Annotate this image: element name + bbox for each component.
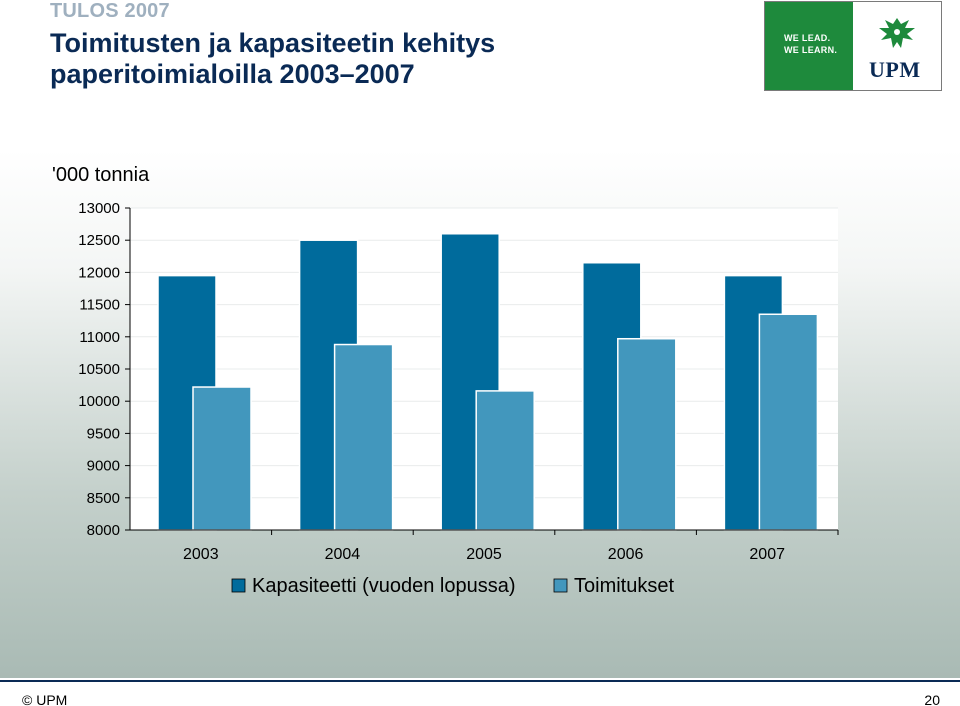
y-tick-label: 9000 bbox=[87, 458, 120, 475]
bar-chart: 13000 12500 12000 11500 11000 10500 10000 9500 9… bbox=[78, 200, 839, 597]
legend-layer: Kapasiteetti (vuoden lopussa) Toimitukset bbox=[231, 575, 674, 597]
logo-slogan-line1: WE LEAD. bbox=[784, 33, 831, 43]
x-tick-label: 2005 bbox=[466, 546, 502, 563]
logo-green-block: WE LEAD. WE LEARN. bbox=[765, 2, 853, 90]
logo-wordmark: UPM bbox=[869, 57, 921, 82]
logo-slogan-line2: WE LEARN. bbox=[784, 45, 838, 55]
y-tick-label: 11000 bbox=[79, 329, 120, 346]
y-tick-label: 8500 bbox=[87, 490, 120, 507]
logo-slogan: WE LEAD. WE LEARN. bbox=[784, 32, 837, 56]
upm-logo: WE LEAD. WE LEARN. UPM bbox=[764, 1, 942, 91]
y-tick-label: 11500 bbox=[79, 297, 120, 314]
footer-divider bbox=[0, 680, 960, 682]
y-tick-label: 9500 bbox=[87, 425, 120, 442]
y-tick-label: 10500 bbox=[78, 361, 120, 378]
x-tick-label: 2004 bbox=[325, 546, 361, 563]
y-tick-label: 13000 bbox=[78, 200, 120, 217]
y-tick-label: 12000 bbox=[78, 264, 120, 281]
y-unit-label: '000 tonnia bbox=[52, 164, 150, 186]
bar-toimitukset bbox=[333, 343, 394, 531]
footer-copyright: © UPM bbox=[22, 692, 68, 706]
y-tick-label: 8000 bbox=[87, 522, 120, 539]
slide-title: Toimitusten ja kapasiteetin kehitys pape… bbox=[50, 28, 496, 89]
bar-toimitukset bbox=[758, 313, 819, 531]
kicker-label: TULOS 2007 bbox=[50, 0, 170, 22]
y-tick-label: 10000 bbox=[78, 393, 120, 410]
bar-toimitukset bbox=[192, 386, 252, 531]
legend-label: Toimitukset bbox=[574, 575, 674, 597]
bar-toimitukset bbox=[475, 390, 535, 531]
bar-toimitukset bbox=[617, 337, 677, 531]
axis-layer: 13000 12500 12000 11500 11000 10500 10000 9500 9… bbox=[78, 200, 839, 563]
page-number: 20 bbox=[924, 692, 940, 706]
x-tick-label: 2007 bbox=[749, 546, 785, 563]
bar-layer bbox=[157, 233, 819, 531]
y-tick-label: 12500 bbox=[78, 232, 120, 249]
legend-swatch bbox=[553, 578, 568, 593]
legend-label: Kapasiteetti (vuoden lopussa) bbox=[252, 575, 516, 597]
griffin-icon bbox=[879, 18, 915, 48]
x-tick-label: 2003 bbox=[183, 546, 219, 563]
x-tick-label: 2006 bbox=[608, 546, 644, 563]
legend-swatch bbox=[231, 578, 246, 593]
